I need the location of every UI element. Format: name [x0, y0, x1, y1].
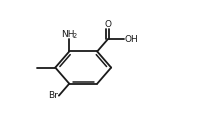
Text: 2: 2 [73, 33, 77, 39]
Text: O: O [104, 20, 111, 29]
Text: NH: NH [61, 30, 74, 39]
Text: OH: OH [124, 35, 138, 44]
Text: Br: Br [48, 91, 58, 100]
